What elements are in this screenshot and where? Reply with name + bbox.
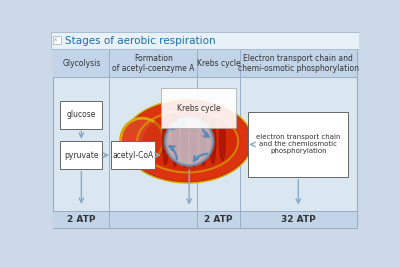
Bar [198,50,240,77]
Ellipse shape [210,119,216,164]
FancyBboxPatch shape [60,101,102,129]
FancyBboxPatch shape [111,141,155,169]
Bar [198,211,240,228]
Bar [53,36,61,44]
Ellipse shape [200,117,206,166]
Text: glucose: glucose [67,111,96,120]
Text: Glycolysis: Glycolysis [62,59,100,68]
Ellipse shape [142,111,240,171]
Ellipse shape [219,122,226,161]
Bar [51,32,359,49]
Text: x: x [54,37,57,42]
Text: Krebs cycle: Krebs cycle [177,104,220,113]
Text: pyruvate: pyruvate [64,151,99,160]
Text: Krebs cycle: Krebs cycle [197,59,240,68]
FancyBboxPatch shape [248,112,348,177]
Text: acetyl-CoA: acetyl-CoA [112,151,154,160]
Text: Formation
of acetyl-coenzyme A: Formation of acetyl-coenzyme A [112,54,195,73]
Ellipse shape [124,101,252,182]
FancyBboxPatch shape [60,141,102,169]
Text: 32 ATP: 32 ATP [281,215,316,225]
Text: Electron transport chain and
chemi-osmotic phosphorylation: Electron transport chain and chemi-osmot… [238,54,359,73]
Text: electron transport chain
and the chemiosmotic
phosphorylation: electron transport chain and the chemios… [256,135,340,155]
Bar [53,211,110,228]
Ellipse shape [162,118,169,165]
Bar [110,50,198,77]
Text: 2 ATP: 2 ATP [67,215,96,225]
Ellipse shape [191,116,197,167]
Ellipse shape [172,116,178,167]
Bar [240,211,357,228]
Circle shape [165,117,213,165]
Bar [53,50,357,228]
Bar [240,50,357,77]
Bar [53,50,110,77]
Ellipse shape [181,115,188,167]
Text: 2 ATP: 2 ATP [204,215,233,225]
Ellipse shape [124,101,251,181]
Ellipse shape [122,119,163,161]
Bar [110,211,198,228]
Text: Stages of aerobic respiration: Stages of aerobic respiration [65,36,216,45]
Ellipse shape [122,99,253,184]
